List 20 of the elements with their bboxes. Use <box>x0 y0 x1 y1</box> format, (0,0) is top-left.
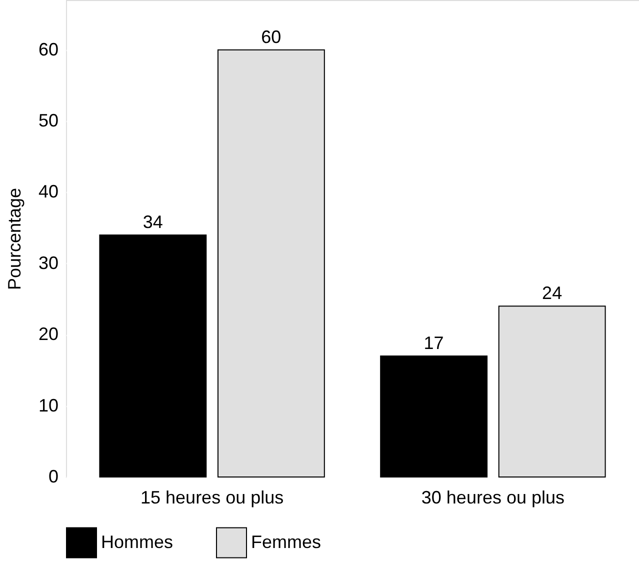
y-tick-label: 30 <box>38 252 58 273</box>
y-tick-label: 0 <box>48 466 58 486</box>
data-label: 34 <box>142 212 163 232</box>
bar <box>498 306 606 478</box>
bar <box>380 355 488 478</box>
x-tick-label: 15 heures ou plus <box>140 488 284 508</box>
x-tick-label: 30 heures ou plus <box>421 488 564 508</box>
data-label: 24 <box>542 283 562 304</box>
y-tick-label: 40 <box>38 182 58 202</box>
y-tick-label: 20 <box>38 324 58 344</box>
bar <box>217 49 325 478</box>
y-tick-label: 10 <box>38 395 58 416</box>
data-label: 17 <box>424 332 444 353</box>
legend-label: Hommes <box>101 532 174 552</box>
y-tick-label: 50 <box>38 110 58 131</box>
legend-label: Femmes <box>251 532 322 552</box>
data-label: 60 <box>261 26 282 47</box>
bar <box>99 234 207 478</box>
y-tick-label: 60 <box>38 39 58 60</box>
y-axis-title: Pourcentage <box>4 188 24 290</box>
